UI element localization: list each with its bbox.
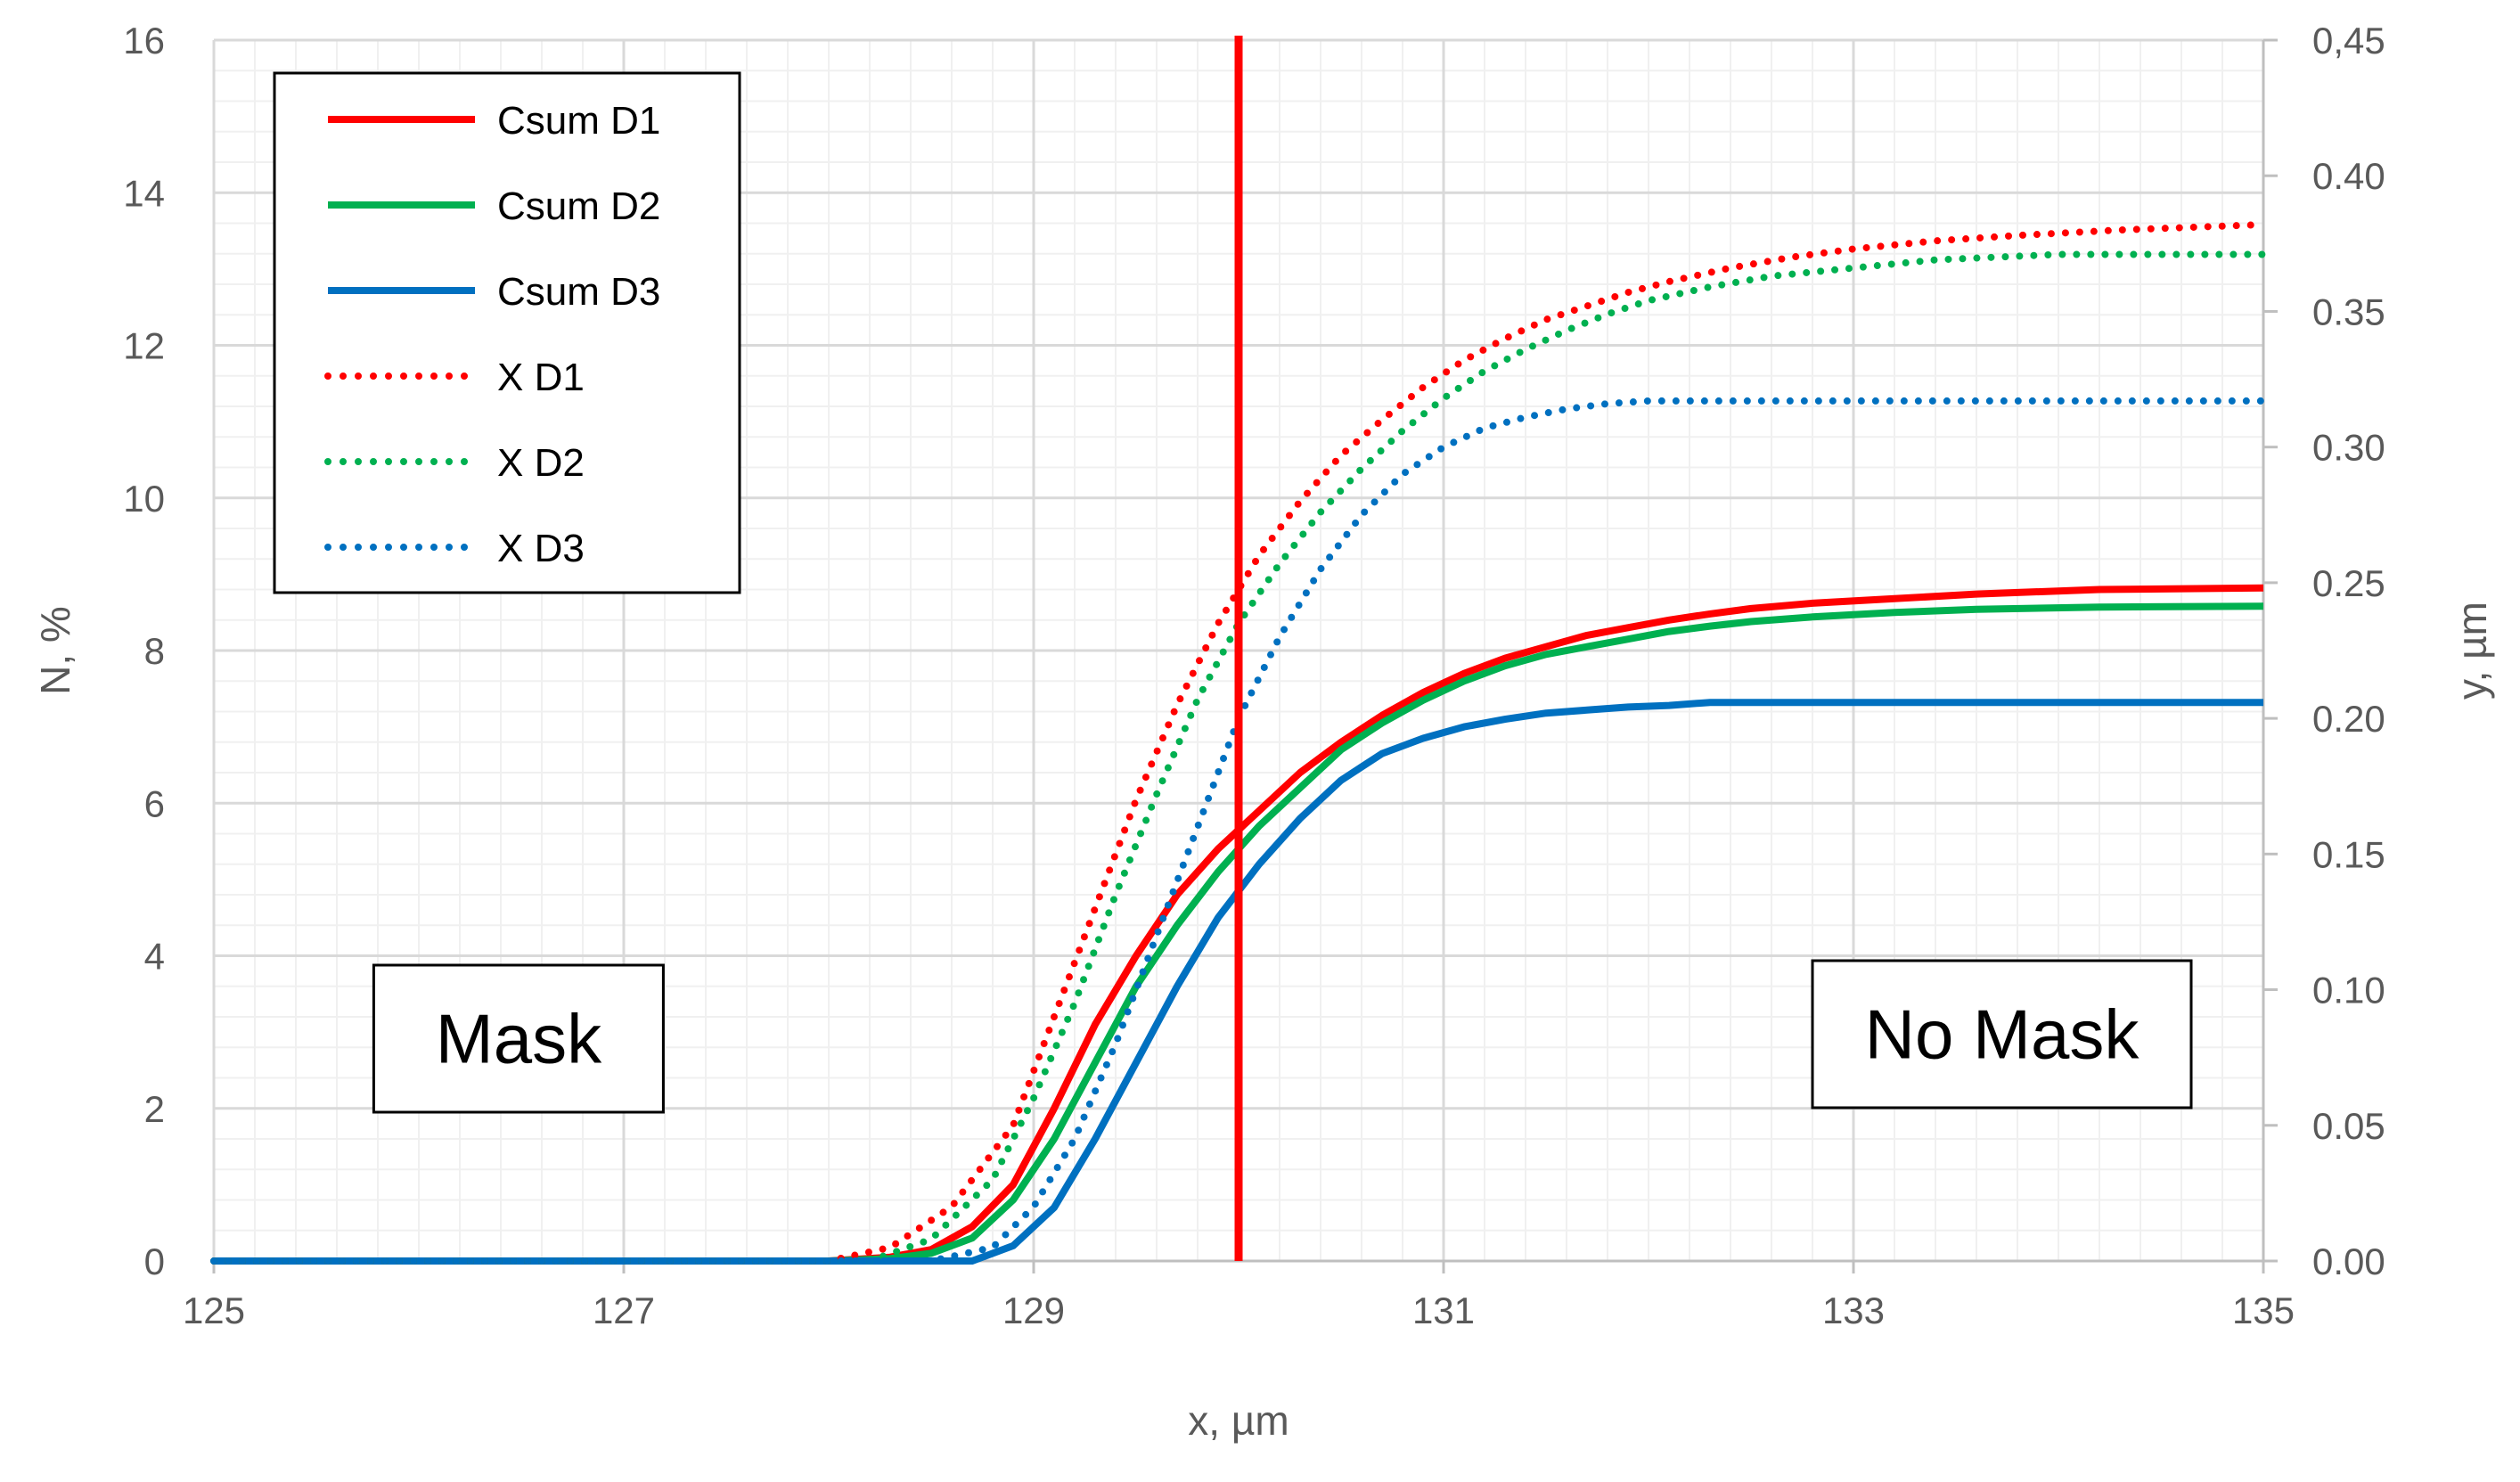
series-line-csum-d2 (214, 602, 2264, 1265)
legend-box (273, 71, 741, 594)
axes: 125 127 129 131 133 135 0 2 4 6 8 10 12 14 16 0.00 0.05 0… (32, 20, 2495, 1444)
series-line-csum-d1 (214, 584, 2264, 1265)
y-right-tick-label: 0.05 (2312, 1105, 2385, 1147)
y-left-tick-label: 0 (144, 1240, 165, 1282)
annotation-box (372, 963, 665, 1114)
y-left-tick-label: 2 (144, 1088, 165, 1130)
y-right-tick-label: 0.00 (2312, 1240, 2385, 1282)
y-right-tick-label: 0.35 (2312, 291, 2385, 332)
legend-label: X D3 (497, 527, 585, 570)
x-tick-label: 125 (183, 1290, 245, 1331)
annotation-label: No Mask (1865, 995, 2140, 1074)
y-right-tick-label: 0.10 (2312, 970, 2385, 1011)
legend: Csum D1 Csum D2 Csum D3 X D1 X D2 X D3 (273, 71, 741, 594)
x-tick-label: 127 (593, 1290, 655, 1331)
legend-label: X D1 (497, 356, 585, 399)
series-layer (210, 221, 2267, 1265)
annotation-label: Mask (436, 1000, 602, 1078)
x-tick-label: 131 (1412, 1290, 1475, 1331)
y-right-axis-title: y, µm (2449, 602, 2495, 700)
y-left-tick-label: 8 (144, 630, 165, 672)
x-tick-label: 135 (2232, 1290, 2295, 1331)
series-line-x-d1 (210, 221, 2267, 1265)
y-right-tick-label: 0.15 (2312, 833, 2385, 875)
y-left-tick-label: 14 (123, 172, 165, 214)
y-left-axis-title: N, % (32, 606, 78, 695)
y-left-tick-label: 10 (123, 478, 165, 520)
y-right-tick-label: 0,45 (2312, 20, 2385, 61)
y-left-tick-label: 6 (144, 782, 165, 824)
y-right-tick-label: 0.30 (2312, 427, 2385, 469)
y-left-tick-label: 16 (123, 20, 165, 61)
y-left-tick-label: 12 (123, 325, 165, 367)
y-right-tick-label: 0.40 (2312, 155, 2385, 197)
annotation-box (1811, 959, 2193, 1109)
x-tick-label: 133 (1822, 1290, 1885, 1331)
y-right-tick-label: 0.25 (2312, 562, 2385, 604)
series-line-x-d2 (210, 250, 2267, 1265)
legend-label: Csum D2 (497, 184, 660, 228)
x-axis-title: x, µm (1188, 1397, 1289, 1444)
y-right-tick-label: 0.20 (2312, 698, 2385, 740)
series-line-csum-d3 (214, 699, 2263, 1265)
x-tick-label: 129 (1002, 1290, 1065, 1331)
legend-label: X D2 (497, 441, 585, 485)
annotation-layer: Mask No Mask (372, 959, 2193, 1114)
legend-label: Csum D1 (497, 99, 660, 143)
legend-label: Csum D3 (497, 270, 660, 314)
y-left-tick-label: 4 (144, 936, 165, 978)
